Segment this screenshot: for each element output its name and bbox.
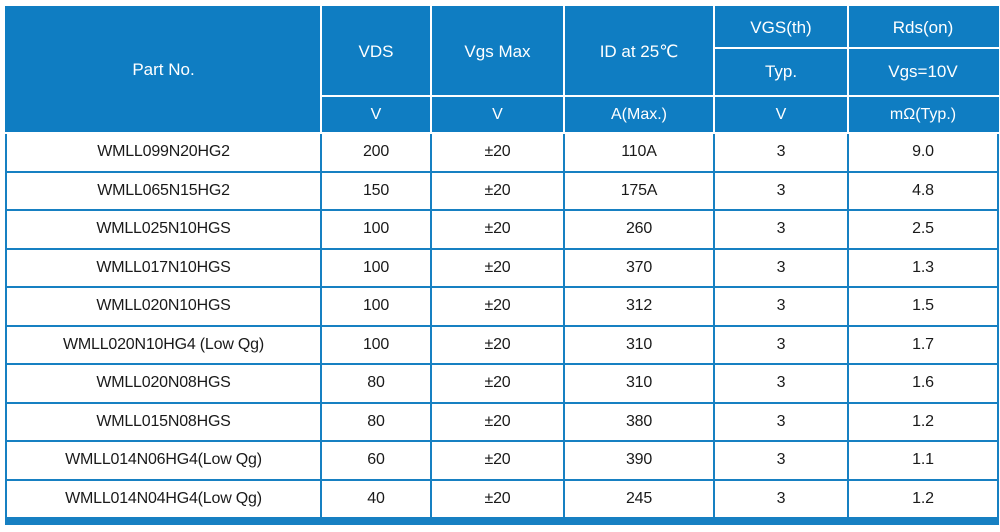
table-header: Part No. VDS Vgs Max ID at 25℃ VGS(th) R… — [5, 6, 999, 134]
column-header-vgs-max: Vgs Max — [430, 6, 565, 97]
id-cell: 390 — [563, 440, 715, 481]
unit-rds-on: mΩ(Typ.) — [847, 95, 999, 134]
vgs-max-cell: ±20 — [430, 170, 565, 211]
part-no-cell: WMLL017N10HGS — [5, 247, 322, 288]
subheader-vgs-th-typ: Typ. — [713, 47, 849, 97]
id-cell: 310 — [563, 363, 715, 404]
id-cell: 110A — [563, 132, 715, 173]
vgs-th-cell: 3 — [713, 324, 849, 365]
column-header-vgs-th: VGS(th) — [713, 6, 849, 49]
unit-id: A(Max.) — [563, 95, 715, 134]
unit-vds: V — [320, 95, 432, 134]
vds-cell: 200 — [320, 132, 432, 173]
vgs-max-cell: ±20 — [430, 286, 565, 327]
part-no-cell: WMLL025N10HGS — [5, 209, 322, 250]
rds-on-cell: 2.5 — [847, 209, 999, 250]
table-row: WMLL065N15HG2 150 ±20 175A 3 4.8 — [5, 170, 999, 211]
header-row-1: Part No. VDS Vgs Max ID at 25℃ VGS(th) R… — [5, 6, 999, 134]
mosfet-spec-table: Part No. VDS Vgs Max ID at 25℃ VGS(th) R… — [5, 6, 999, 525]
vds-cell: 100 — [320, 286, 432, 327]
rds-on-cell: 1.6 — [847, 363, 999, 404]
part-no-cell: WMLL099N20HG2 — [5, 132, 322, 173]
part-no-cell: WMLL014N06HG4(Low Qg) — [5, 440, 322, 481]
id-cell: 310 — [563, 324, 715, 365]
id-cell: 312 — [563, 286, 715, 327]
vds-cell: 100 — [320, 247, 432, 288]
rds-on-cell: 1.7 — [847, 324, 999, 365]
header-row-2: Typ. Vgs=10V — [6, 47, 999, 97]
id-cell: 260 — [563, 209, 715, 250]
id-cell: 245 — [563, 478, 715, 522]
table-row: WMLL020N10HGS 100 ±20 312 3 1.5 — [5, 286, 999, 327]
unit-vgs-max: V — [430, 95, 565, 134]
vgs-th-cell: 3 — [713, 363, 849, 404]
part-no-cell: WMLL065N15HG2 — [5, 170, 322, 211]
table-row: WMLL015N08HGS 80 ±20 380 3 1.2 — [5, 401, 999, 442]
vds-cell: 100 — [320, 324, 432, 365]
table-row: WMLL014N06HG4(Low Qg) 60 ±20 390 3 1.1 — [5, 440, 999, 481]
id-cell: 175A — [563, 170, 715, 211]
table-row: WMLL014N04HG4(Low Qg) 40 ±20 245 3 1.2 — [5, 478, 999, 522]
vgs-max-cell: ±20 — [430, 324, 565, 365]
rds-on-cell: 9.0 — [847, 132, 999, 173]
table-row: WMLL099N20HG2 200 ±20 110A 3 9.0 — [5, 132, 999, 173]
table-row: WMLL020N08HGS 80 ±20 310 3 1.6 — [5, 363, 999, 404]
vgs-th-cell: 3 — [713, 132, 849, 173]
rds-on-cell: 1.3 — [847, 247, 999, 288]
part-no-cell: WMLL014N04HG4(Low Qg) — [5, 478, 322, 522]
part-no-cell: WMLL020N10HG4 (Low Qg) — [5, 324, 322, 365]
subheader-rds-on-condition: Vgs=10V — [847, 47, 999, 97]
vgs-max-cell: ±20 — [430, 247, 565, 288]
column-header-id-25c: ID at 25℃ — [563, 6, 715, 97]
unit-vgs-th: V — [713, 95, 849, 134]
vgs-th-cell: 3 — [713, 247, 849, 288]
table-row: WMLL025N10HGS 100 ±20 260 3 2.5 — [5, 209, 999, 250]
vgs-max-cell: ±20 — [430, 478, 565, 522]
vds-cell: 80 — [320, 363, 432, 404]
vgs-th-cell: 3 — [713, 170, 849, 211]
vgs-th-cell: 3 — [713, 209, 849, 250]
vgs-th-cell: 3 — [713, 440, 849, 481]
table-row: WMLL017N10HGS 100 ±20 370 3 1.3 — [5, 247, 999, 288]
vgs-max-cell: ±20 — [430, 132, 565, 173]
table-row: WMLL020N10HG4 (Low Qg) 100 ±20 310 3 1.7 — [5, 324, 999, 365]
rds-on-cell: 1.5 — [847, 286, 999, 327]
vds-cell: 80 — [320, 401, 432, 442]
id-cell: 380 — [563, 401, 715, 442]
column-header-vds: VDS — [320, 6, 432, 97]
vgs-th-cell: 3 — [713, 478, 849, 522]
vgs-max-cell: ±20 — [430, 363, 565, 404]
vgs-max-cell: ±20 — [430, 401, 565, 442]
column-header-part-no: Part No. — [5, 6, 322, 134]
vds-cell: 150 — [320, 170, 432, 211]
vgs-th-cell: 3 — [713, 401, 849, 442]
rds-on-cell: 1.2 — [847, 401, 999, 442]
vgs-th-cell: 3 — [713, 286, 849, 327]
vgs-max-cell: ±20 — [430, 209, 565, 250]
rds-on-cell: 1.1 — [847, 440, 999, 481]
vds-cell: 40 — [320, 478, 432, 522]
part-no-cell: WMLL020N10HGS — [5, 286, 322, 327]
vds-cell: 60 — [320, 440, 432, 481]
vgs-max-cell: ±20 — [430, 440, 565, 481]
table-body: WMLL099N20HG2 200 ±20 110A 3 9.0 WMLL065… — [5, 132, 999, 522]
header-unit-row: V V A(Max.) V mΩ(Typ.) — [6, 95, 999, 134]
part-no-cell: WMLL015N08HGS — [5, 401, 322, 442]
part-no-cell: WMLL020N08HGS — [5, 363, 322, 404]
rds-on-cell: 4.8 — [847, 170, 999, 211]
vds-cell: 100 — [320, 209, 432, 250]
column-header-rds-on: Rds(on) — [847, 6, 999, 49]
rds-on-cell: 1.2 — [847, 478, 999, 522]
id-cell: 370 — [563, 247, 715, 288]
